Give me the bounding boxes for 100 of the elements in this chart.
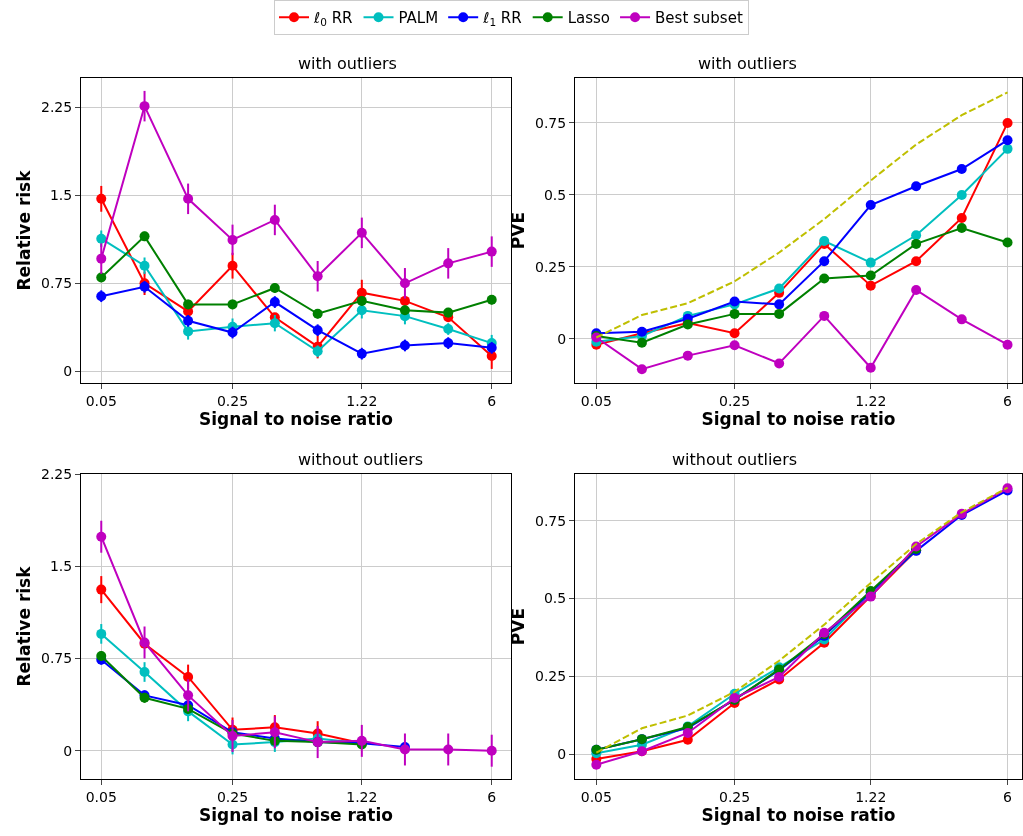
point [227,327,238,338]
point [956,164,967,175]
x-tick-label: 0.05 [580,392,612,409]
point [399,340,410,351]
point [865,270,876,281]
point [729,308,740,319]
point [682,350,693,361]
point [356,295,367,306]
x-axis-title: Signal to noise ratio [199,804,393,825]
legend-label: Lasso [567,9,611,28]
point [486,294,497,305]
x-tick-label: 0.05 [580,788,612,805]
point [729,328,740,339]
point [956,223,967,234]
y-tick-label: 0.75 [535,512,567,529]
y-tick-label: 1.5 [49,187,73,204]
y-tick-label: 0.75 [41,650,73,667]
point [443,258,454,269]
point [443,338,454,349]
point [183,690,194,701]
point [399,278,410,289]
y-tick-label: 2.25 [41,99,73,116]
point [96,628,107,639]
point [96,531,107,542]
point [356,348,367,359]
x-tick-label: 6 [487,392,497,409]
point [443,307,454,318]
x-tick-label: 0.25 [216,788,249,805]
point [443,744,454,755]
point [1002,143,1013,154]
y-tick-label: 0.25 [535,258,567,275]
point [96,584,107,595]
y-tick-label: 0.75 [535,114,567,131]
y-tick-label: 0.5 [543,590,567,607]
point [819,256,830,267]
point [312,325,323,336]
point [96,233,107,244]
x-tick-label: 0.05 [85,788,117,805]
point [269,282,280,293]
y-tick-label: 0 [557,746,567,762]
x-tick-label: 0.25 [718,788,751,805]
legend-label: ℓ$_{0}$ RR [313,9,353,29]
legend-label: PALM [398,9,439,28]
x-tick-label: 0.25 [718,392,751,409]
y-tick-label: 0 [63,363,73,380]
point [486,342,497,353]
point [183,193,194,204]
point [1002,135,1013,146]
point [1002,237,1013,248]
point [774,299,785,310]
point [956,212,967,223]
chart-title: with outliers [298,54,397,73]
point [399,295,410,306]
point [269,727,280,738]
point [865,200,876,211]
legend-label: ℓ$_{1}$ RR [482,9,522,29]
point [183,671,194,682]
point [911,256,922,267]
point [682,727,693,738]
x-axis-title: Signal to noise ratio [701,804,896,825]
point [1002,117,1013,128]
point [139,101,150,112]
point [956,314,967,325]
y-axis-title: Relative risk [13,565,34,687]
chart-title: without outliers [298,450,424,469]
point [269,318,280,329]
point [96,272,107,283]
y-tick-label: 0.5 [543,186,567,203]
point [865,362,876,373]
x-tick-label: 1.22 [855,788,887,805]
y-axis-title: Relative risk [13,169,34,291]
point [819,273,830,284]
point [729,340,740,351]
chart-title: with outliers [698,54,797,73]
x-tick-label: 6 [1003,788,1013,805]
x-tick-label: 0.05 [85,392,117,409]
point [139,231,150,242]
y-tick-label: 1.5 [49,558,73,575]
point [139,260,150,271]
point [312,346,323,357]
point [636,364,647,375]
point [227,260,238,271]
point [227,234,238,245]
point [312,308,323,319]
x-tick-label: 6 [487,788,497,805]
point [774,358,785,369]
point [911,230,922,241]
point [911,238,922,249]
point [591,759,602,770]
x-tick-label: 1.22 [346,392,378,409]
point [774,283,785,294]
y-tick-label: 2.25 [41,465,73,482]
y-tick-label: 0 [63,742,73,759]
x-tick-label: 0.25 [216,392,249,409]
point [486,246,497,257]
point [312,271,323,282]
point [636,337,647,348]
point [911,284,922,295]
point [96,253,107,264]
point [227,299,238,310]
